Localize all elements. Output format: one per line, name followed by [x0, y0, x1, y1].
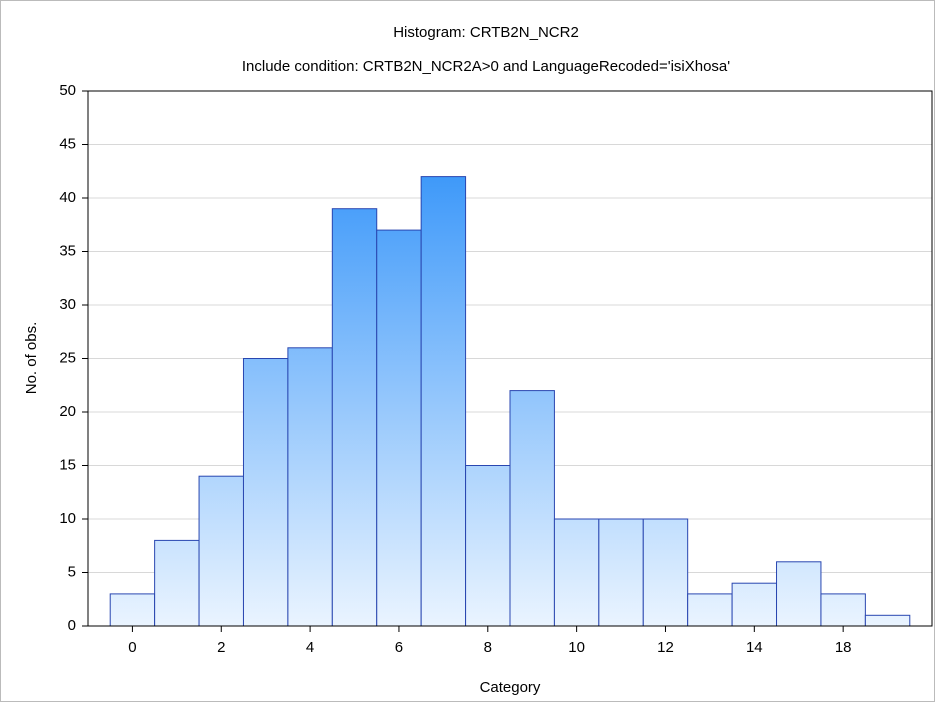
y-tick-label: 50 — [59, 82, 76, 99]
y-tick-label: 10 — [59, 510, 76, 527]
bar — [242, 358, 289, 627]
y-tick-label: 35 — [59, 242, 76, 259]
y-tick-label: 40 — [59, 189, 76, 206]
bar — [687, 593, 733, 627]
bar — [109, 593, 156, 627]
bar — [420, 176, 467, 627]
y-tick-label: 30 — [59, 296, 76, 313]
y-tick-label: 45 — [59, 135, 76, 152]
bar — [287, 347, 333, 627]
bar — [731, 582, 778, 627]
y-tick-label: 0 — [68, 617, 76, 634]
bar — [553, 518, 600, 627]
bar — [776, 561, 822, 627]
bar — [509, 390, 555, 627]
x-tick-label: 8 — [484, 639, 492, 656]
x-tick-label: 10 — [568, 639, 585, 656]
x-tick-label: 2 — [217, 639, 225, 656]
bar — [864, 614, 911, 627]
x-tick-label: 12 — [657, 639, 674, 656]
y-tick-label: 20 — [59, 403, 76, 420]
y-tick-label: 15 — [59, 456, 76, 473]
y-tick-label: 25 — [59, 349, 76, 366]
bar — [331, 208, 378, 627]
x-tick-label: 6 — [395, 639, 403, 656]
bar — [642, 518, 689, 627]
bar — [598, 518, 644, 627]
bar — [465, 465, 511, 627]
bar — [198, 475, 244, 627]
y-axis-label: No. of obs. — [23, 322, 40, 395]
x-tick-label: 18 — [835, 639, 852, 656]
x-tick-label: 14 — [746, 639, 763, 656]
x-tick-label: 4 — [306, 639, 314, 656]
bar — [376, 229, 422, 627]
bar — [154, 539, 200, 627]
x-axis-label: Category — [480, 679, 541, 696]
chart-title: Histogram: CRTB2N_NCR2 — [393, 24, 579, 41]
x-tick-label: 0 — [128, 639, 136, 656]
bar — [820, 593, 866, 627]
y-tick-label: 5 — [68, 563, 76, 580]
chart-subtitle: Include condition: CRTB2N_NCR2A>0 and La… — [242, 58, 730, 75]
plot-frame — [87, 90, 933, 627]
